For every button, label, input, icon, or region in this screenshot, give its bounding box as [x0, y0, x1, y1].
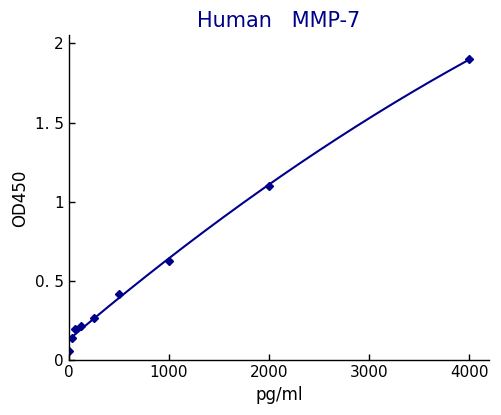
Y-axis label: OD450: OD450 [11, 169, 29, 227]
Title: Human   MMP-7: Human MMP-7 [197, 11, 360, 31]
X-axis label: pg/ml: pg/ml [255, 386, 303, 404]
